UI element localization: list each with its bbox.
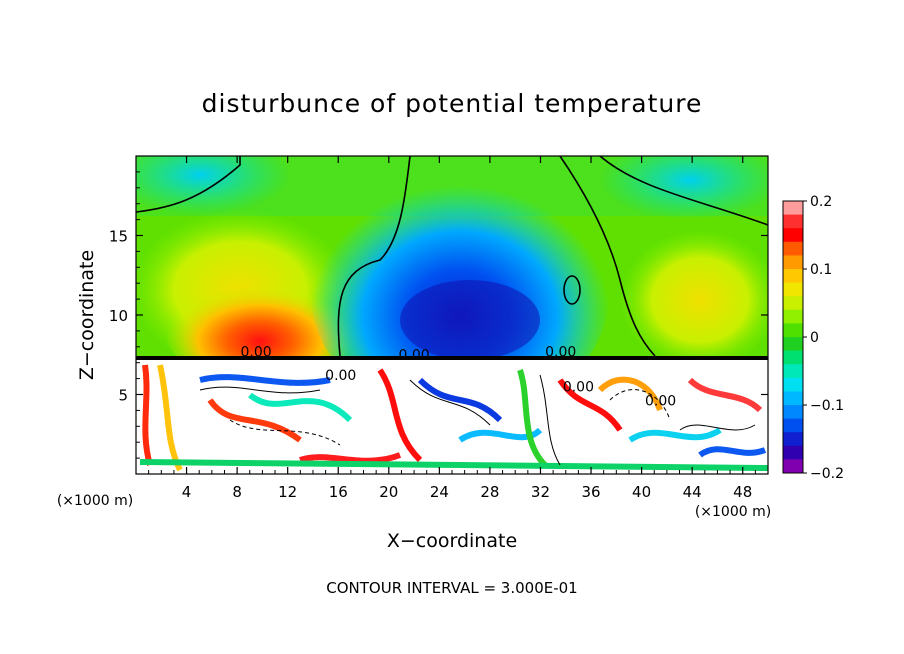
colorbar-swatch bbox=[783, 214, 803, 229]
colorbar-swatch bbox=[783, 445, 803, 460]
y-tick-label: 15 bbox=[109, 228, 128, 246]
colorbar-tick-label: 0.2 bbox=[810, 194, 832, 210]
colorbar-tick-label: 0.1 bbox=[810, 262, 832, 278]
colorbar-swatch bbox=[783, 337, 803, 352]
colorbar-swatch bbox=[783, 418, 803, 433]
colorbar-swatch bbox=[783, 364, 803, 379]
x-tick-label: 8 bbox=[232, 483, 242, 501]
colorbar-tick-label: 0 bbox=[810, 330, 819, 346]
x-tick-label: 12 bbox=[278, 483, 297, 501]
colorbar-swatch bbox=[783, 391, 803, 406]
contour-interval-footer: CONTOUR INTERVAL = 3.000E-01 bbox=[326, 579, 577, 597]
colorbar-swatch bbox=[783, 377, 803, 392]
contour-label: 0.00 bbox=[398, 348, 429, 364]
contour-label: 0.00 bbox=[563, 379, 594, 395]
colorbar-tick-label: −0.2 bbox=[810, 466, 844, 482]
x-axis-label: X−coordinate bbox=[387, 530, 517, 552]
x-tick-label: 20 bbox=[379, 483, 398, 501]
x-unit-right: (×1000 m) bbox=[695, 504, 771, 520]
colorbar-swatch bbox=[783, 255, 803, 270]
contour-label: 0.00 bbox=[645, 394, 676, 410]
colorbar-swatch bbox=[783, 350, 803, 365]
colorbar-swatch bbox=[783, 432, 803, 447]
x-tick-label: 48 bbox=[733, 483, 752, 501]
y-axis-label: Z−coordinate bbox=[76, 250, 98, 380]
x-tick-label: 40 bbox=[632, 483, 651, 501]
x-tick-label: 16 bbox=[329, 483, 348, 501]
colorbar-swatch bbox=[783, 459, 803, 474]
y-tick-label: 5 bbox=[118, 387, 128, 405]
colorbar-swatch bbox=[783, 269, 803, 284]
contour-label: 0.00 bbox=[240, 344, 271, 360]
y-tick-label: 10 bbox=[109, 307, 128, 325]
x-tick-label: 28 bbox=[480, 483, 499, 501]
contour-label: 0.00 bbox=[545, 344, 576, 360]
heatmap-field bbox=[136, 156, 768, 474]
x-tick-label: 24 bbox=[430, 483, 449, 501]
colorbar-swatch bbox=[783, 201, 803, 216]
colorbar-swatch bbox=[783, 282, 803, 297]
chart-title: disturbunce of potential temperature bbox=[202, 89, 703, 118]
colorbar-swatch bbox=[783, 228, 803, 243]
x-tick-label: 32 bbox=[531, 483, 550, 501]
x-tick-label: 36 bbox=[581, 483, 600, 501]
contour-label: 0.00 bbox=[325, 368, 356, 384]
x-tick-label: 44 bbox=[683, 483, 702, 501]
colorbar-tick-label: −0.1 bbox=[810, 398, 844, 414]
x-tick-label: 4 bbox=[182, 483, 192, 501]
colorbar-swatch bbox=[783, 323, 803, 338]
x-unit-left: (×1000 m) bbox=[57, 493, 133, 509]
colorbar-swatch bbox=[783, 296, 803, 311]
colorbar-swatch bbox=[783, 309, 803, 324]
colorbar-swatch bbox=[783, 241, 803, 256]
colorbar-swatch bbox=[783, 405, 803, 420]
